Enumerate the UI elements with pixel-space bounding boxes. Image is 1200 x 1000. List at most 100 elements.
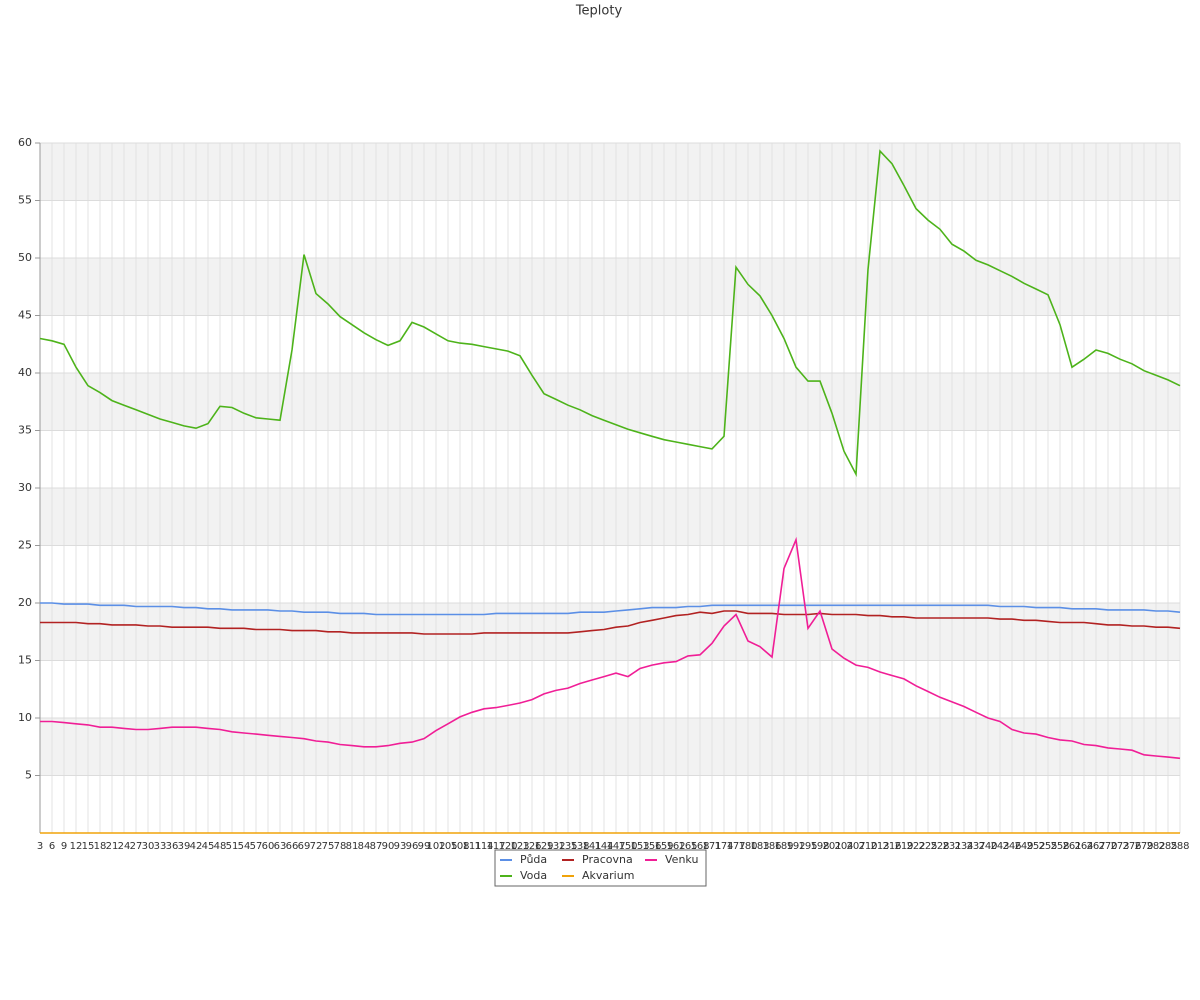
y-tick-label: 20 [18,596,32,609]
x-tick-label: 153 [630,841,649,852]
x-tick-label: 240 [978,841,997,852]
x-tick-label: 30 [142,841,155,852]
x-tick-label: 210 [858,841,877,852]
x-tick-label: 9 [61,841,67,852]
x-tick-label: 6 [49,841,55,852]
x-tick-label: 108 [450,841,469,852]
x-tick-label: 177 [726,841,745,852]
x-tick-label: 135 [558,841,577,852]
x-tick-label: 75 [322,841,335,852]
x-tick-label: 60 [262,841,275,852]
x-tick-label: 192 [786,841,805,852]
x-tick-label: 198 [810,841,829,852]
x-tick-label: 234 [954,841,973,852]
y-tick-label: 5 [25,769,32,782]
x-tick-label: 126 [522,841,541,852]
x-tick-label: 123 [510,841,529,852]
y-tick-label: 25 [18,539,32,552]
grid-band [40,373,1180,431]
legend-label: Voda [520,869,547,882]
x-tick-label: 12 [70,841,83,852]
x-tick-label: 147 [606,841,625,852]
x-tick-label: 96 [406,841,419,852]
x-tick-label: 45 [202,841,215,852]
grid-band [40,718,1180,776]
x-tick-label: 42 [190,841,203,852]
grid-band [40,143,1180,201]
x-tick-label: 249 [1014,841,1033,852]
x-tick-label: 252 [1026,841,1045,852]
x-tick-label: 27 [130,841,143,852]
x-tick-label: 99 [418,841,431,852]
x-tick-label: 150 [618,841,637,852]
x-tick-label: 138 [570,841,589,852]
x-tick-label: 33 [154,841,167,852]
x-tick-label: 288 [1170,841,1189,852]
x-tick-label: 102 [426,841,445,852]
x-tick-label: 90 [382,841,395,852]
x-tick-label: 87 [370,841,383,852]
y-tick-label: 35 [18,424,32,437]
x-tick-label: 222 [906,841,925,852]
x-tick-label: 204 [834,841,853,852]
grid-band [40,258,1180,316]
x-tick-label: 69 [298,841,311,852]
legend-label: Akvarium [582,869,634,882]
x-tick-label: 189 [774,841,793,852]
x-tick-label: 3 [37,841,43,852]
legend-label: Pracovna [582,853,633,866]
x-tick-label: 258 [1050,841,1069,852]
x-tick-label: 39 [178,841,191,852]
y-tick-label: 15 [18,654,32,667]
y-tick-label: 60 [18,136,32,149]
x-tick-label: 267 [1086,841,1105,852]
x-tick-label: 180 [738,841,757,852]
x-tick-label: 114 [474,841,493,852]
x-tick-label: 207 [846,841,865,852]
y-tick-label: 45 [18,309,32,322]
x-tick-label: 261 [1062,841,1081,852]
x-tick-label: 120 [498,841,517,852]
x-tick-label: 201 [822,841,841,852]
x-tick-label: 72 [310,841,323,852]
x-tick-label: 162 [666,841,685,852]
x-tick-label: 276 [1122,841,1141,852]
x-tick-label: 132 [546,841,565,852]
x-tick-label: 141 [582,841,601,852]
x-tick-label: 168 [690,841,709,852]
x-tick-label: 216 [882,841,901,852]
x-tick-label: 219 [894,841,913,852]
x-tick-label: 117 [486,841,505,852]
x-tick-label: 78 [334,841,347,852]
x-tick-label: 54 [238,841,251,852]
x-tick-label: 285 [1158,841,1177,852]
x-tick-label: 66 [286,841,299,852]
x-tick-label: 246 [1002,841,1021,852]
x-tick-label: 21 [106,841,119,852]
x-tick-label: 24 [118,841,131,852]
x-tick-label: 183 [750,841,769,852]
x-tick-label: 270 [1098,841,1117,852]
x-tick-label: 282 [1146,841,1165,852]
x-tick-label: 57 [250,841,263,852]
x-tick-label: 156 [642,841,661,852]
x-tick-label: 84 [358,841,371,852]
grid-band [40,603,1180,661]
legend-label: Půda [520,853,547,866]
x-tick-label: 81 [346,841,359,852]
x-tick-label: 159 [654,841,673,852]
x-tick-label: 273 [1110,841,1129,852]
y-tick-label: 10 [18,711,32,724]
y-tick-label: 30 [18,481,32,494]
series-line [40,602,1181,616]
x-tick-label: 195 [798,841,817,852]
series-line [39,149,1181,478]
x-tick-label: 186 [762,841,781,852]
x-tick-label: 93 [394,841,407,852]
x-tick-label: 144 [594,841,613,852]
x-tick-label: 165 [678,841,697,852]
x-tick-label: 228 [930,841,949,852]
x-tick-label: 213 [870,841,889,852]
x-tick-label: 174 [714,841,733,852]
